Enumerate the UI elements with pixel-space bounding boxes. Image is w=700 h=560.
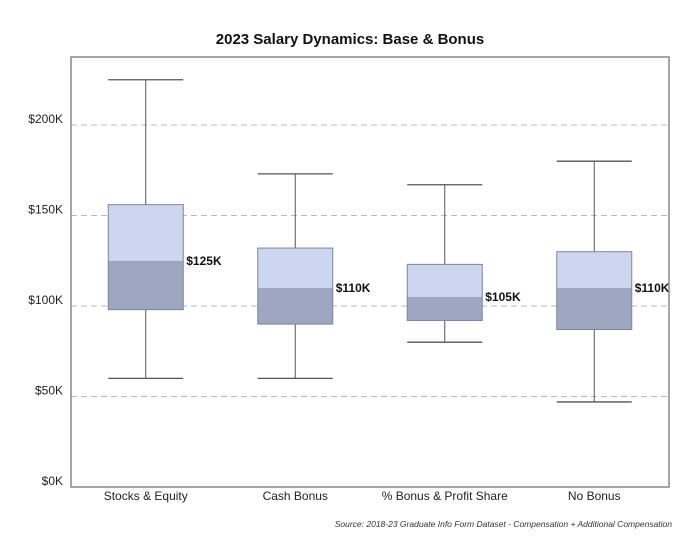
chart-title: 2023 Salary Dynamics: Base & Bonus xyxy=(215,31,485,48)
box-plots: $125K $110K $105K $110K xyxy=(107,79,670,403)
x-tick-label: Cash Bonus xyxy=(263,489,328,503)
box-upper-quartile xyxy=(407,264,483,297)
y-axis-ticks: $0K $50K $100K $150K $200K xyxy=(28,112,63,488)
box-lower-quartile xyxy=(407,296,483,321)
median-label: $105K xyxy=(485,290,521,304)
box-outline xyxy=(556,251,633,331)
box-outline xyxy=(257,247,334,325)
x-axis-labels: Stocks & Equity Cash Bonus % Bonus & Profi… xyxy=(104,489,621,503)
y-tick-label: $100K xyxy=(28,293,63,307)
y-tick-label: $200K xyxy=(28,112,63,126)
plot-frame xyxy=(70,56,670,488)
x-tick-label: Stocks & Equity xyxy=(104,489,188,503)
x-tick-label: No Bonus xyxy=(568,489,621,503)
box-outline xyxy=(406,263,483,321)
y-tick-label: $0K xyxy=(42,474,63,488)
box-upper-quartile xyxy=(257,248,333,288)
y-tick-label: $150K xyxy=(28,203,63,217)
source-note: Source: 2018-23 Graduate Info Form Datas… xyxy=(334,519,672,529)
median-label: $125K xyxy=(186,254,222,268)
box-lower-quartile xyxy=(108,260,184,310)
box-upper-quartile xyxy=(108,204,184,261)
x-tick-label: % Bonus & Profit Share xyxy=(382,489,508,503)
median-label: $110K xyxy=(336,281,371,295)
box-outline xyxy=(107,204,184,311)
box-upper-quartile xyxy=(556,251,632,288)
box-lower-quartile xyxy=(257,287,333,325)
box-lower-quartile xyxy=(556,287,632,330)
median-label: $110K xyxy=(635,281,670,295)
y-tick-label: $50K xyxy=(35,384,63,398)
